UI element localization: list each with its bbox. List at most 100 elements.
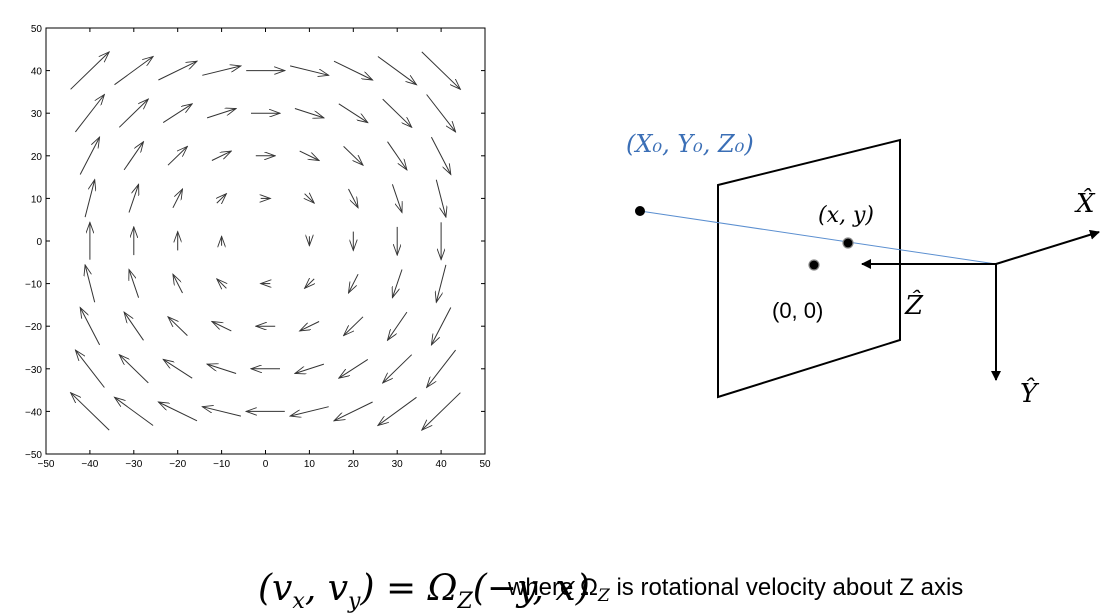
velocity-arrow — [124, 312, 144, 341]
velocity-arrow — [295, 363, 325, 373]
velocity-arrow — [202, 407, 242, 417]
y-tick-label: 50 — [31, 24, 43, 35]
x-tick-label: −10 — [213, 459, 230, 470]
velocity-arrow — [129, 270, 140, 298]
velocity-arrow — [294, 108, 324, 118]
velocity-arrow — [173, 274, 183, 294]
velocity-arrow — [299, 150, 319, 160]
y-tick-label: 20 — [31, 152, 43, 163]
velocity-arrow — [305, 194, 315, 203]
velocity-arrow — [162, 104, 192, 124]
velocity-arrow — [436, 264, 447, 302]
velocity-arrow — [202, 66, 241, 76]
x-tick-label: 30 — [392, 459, 404, 470]
velocity-arrow — [84, 180, 95, 218]
velocity-arrow — [377, 56, 417, 85]
velocity-arrow — [119, 355, 149, 384]
x-axis-label: X̂ — [1074, 188, 1096, 219]
velocity-arrow — [421, 51, 461, 89]
velocity-arrow — [172, 189, 183, 209]
x-axis-arrow — [995, 229, 1100, 265]
velocity-arrow — [344, 316, 364, 336]
velocity-arrow — [207, 364, 237, 374]
velocity-arrow — [75, 350, 105, 388]
y-tick-label: 40 — [31, 67, 43, 78]
projection-ray — [639, 210, 997, 265]
velocity-arrow — [333, 60, 373, 80]
velocity-arrow — [349, 273, 359, 293]
velocity-arrow — [80, 308, 101, 346]
velocity-arrow — [431, 307, 452, 345]
velocity-arrow — [212, 322, 232, 332]
velocity-arrow — [289, 65, 329, 75]
velocity-arrow — [430, 136, 450, 174]
x-tick-label: −50 — [38, 459, 55, 470]
image-origin-point — [808, 259, 820, 271]
x-tick-label: −30 — [125, 459, 142, 470]
velocity-arrow — [383, 354, 413, 383]
velocity-arrow — [378, 396, 417, 425]
velocity-arrow — [422, 392, 461, 430]
x-tick-label: −20 — [169, 459, 186, 470]
velocity-arrow — [392, 269, 403, 298]
velocity-arrow — [70, 52, 110, 90]
velocity-arrow — [71, 393, 110, 431]
y-tick-label: −40 — [25, 407, 42, 418]
velocity-arrow — [388, 311, 408, 340]
velocity-arrow — [339, 358, 369, 378]
image-point-label: (x, y) — [818, 203, 874, 228]
velocity-arrow — [348, 188, 359, 208]
world-point — [635, 206, 645, 216]
velocity-arrow — [115, 397, 154, 426]
z-axis-label: Ẑ — [904, 289, 924, 321]
velocity-arrow — [426, 94, 456, 132]
image-plane — [717, 138, 901, 399]
projection-diagram: (X₀, Y₀, Z₀) (x, y) (0, 0) X̂ Ŷ Ẑ — [626, 130, 1100, 409]
x-tick-label: 20 — [348, 459, 360, 470]
y-tick-label: −20 — [25, 322, 42, 333]
velocity-arrow — [118, 99, 148, 128]
velocity-arrow — [123, 142, 143, 171]
velocity-arrow — [79, 137, 99, 175]
velocity-arrow — [290, 406, 329, 416]
equation-formula: (vx, vy) = ΩZ(−y, x) — [258, 568, 590, 614]
x-tick-label: 50 — [479, 459, 491, 470]
y-tick-label: −50 — [25, 450, 42, 461]
velocity-arrows — [71, 52, 461, 430]
y-tick-label: −10 — [25, 280, 42, 291]
velocity-arrow — [382, 98, 412, 127]
equation: (vx, vy) = ΩZ(−y, x) where ΩZ is rotatio… — [258, 568, 963, 614]
velocity-arrow — [114, 57, 154, 86]
velocity-arrow — [217, 194, 227, 203]
velocity-arrow — [206, 109, 236, 119]
y-axis-ticks: 50 40 30 20 10 0 −10 −20 −30 −40 −50 — [25, 24, 485, 461]
quiver-plot: −50 −40 −30 −20 −10 0 10 20 30 40 50 50 40 30 20 10 0 −1… — [25, 24, 491, 470]
velocity-arrow — [343, 146, 363, 165]
velocity-arrow — [387, 141, 407, 170]
world-point-label: (X₀, Y₀, Z₀) — [626, 130, 754, 158]
velocity-arrow — [427, 349, 456, 387]
velocity-arrow — [391, 184, 402, 212]
velocity-arrow — [163, 359, 193, 379]
origin-label: (0, 0) — [772, 298, 823, 323]
y-tick-label: 10 — [31, 194, 43, 205]
x-axis-ticks: −50 −40 −30 −20 −10 0 10 20 30 40 50 — [38, 28, 491, 470]
velocity-arrow — [217, 279, 227, 288]
x-tick-label: 10 — [304, 459, 316, 470]
y-axis-label: Ŷ — [1020, 377, 1040, 409]
x-tick-label: 40 — [436, 459, 448, 470]
x-tick-label: 0 — [263, 459, 269, 470]
x-tick-label: −40 — [81, 459, 98, 470]
y-tick-label: 30 — [31, 109, 43, 120]
velocity-arrow — [300, 321, 320, 331]
velocity-arrow — [158, 402, 198, 422]
velocity-arrow — [85, 265, 96, 303]
y-tick-label: −30 — [25, 365, 42, 376]
velocity-arrow — [168, 317, 188, 336]
velocity-arrow — [158, 61, 197, 81]
velocity-arrow — [211, 151, 231, 161]
velocity-arrow — [338, 103, 368, 123]
image-point — [842, 237, 854, 249]
plot-frame — [45, 27, 486, 455]
